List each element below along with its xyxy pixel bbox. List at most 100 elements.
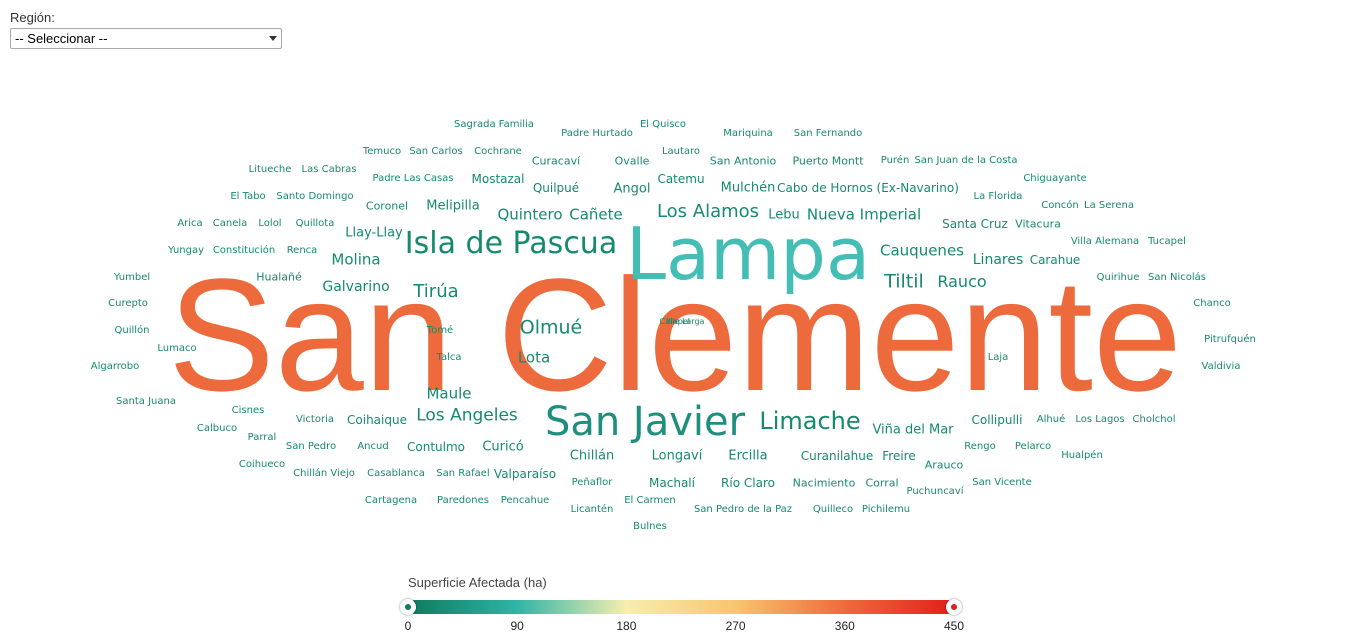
word-curacaví[interactable]: Curacaví (531, 154, 581, 168)
word-constitución[interactable]: Constitución (212, 245, 276, 256)
word-el-tabo[interactable]: El Tabo (230, 191, 266, 202)
word-melipilla[interactable]: Melipilla (426, 198, 480, 214)
word-parral[interactable]: Parral (247, 432, 277, 443)
word-el-carmen[interactable]: El Carmen (624, 495, 676, 506)
word-laja[interactable]: Laja (987, 352, 1009, 363)
legend-max-handle[interactable] (946, 599, 962, 615)
word-villa-alemana[interactable]: Villa Alemana (1070, 236, 1140, 247)
word-cabo-de-hornos-ex-navarino-[interactable]: Cabo de Hornos (Ex-Navarino) (777, 181, 959, 195)
word-maule[interactable]: Maule (426, 384, 472, 403)
word-quillota[interactable]: Quillota (295, 218, 335, 229)
word-renca[interactable]: Renca (286, 245, 318, 256)
word-talca[interactable]: Talca (436, 352, 462, 363)
word-los-lagos[interactable]: Los Lagos (1075, 414, 1125, 425)
word-santa-juana[interactable]: Santa Juana (116, 396, 176, 407)
word-rauco[interactable]: Rauco (937, 272, 987, 291)
word-contulmo[interactable]: Contulmo (406, 440, 466, 454)
word-chanco[interactable]: Chanco (1193, 298, 1231, 309)
word-lota[interactable]: Lota (517, 348, 551, 367)
word-tiltil[interactable]: Tiltil (884, 270, 924, 293)
word-san-pedro[interactable]: San Pedro (285, 441, 337, 452)
word-lumaco[interactable]: Lumaco (157, 343, 197, 354)
word-san-rafael[interactable]: San Rafael (436, 468, 490, 479)
word-carahue[interactable]: Carahue (1029, 253, 1081, 267)
word-pencahue[interactable]: Pencahue (500, 495, 550, 506)
word-san-juan-de-la-costa[interactable]: San Juan de la Costa (914, 155, 1018, 166)
word-hualañé[interactable]: Hualañé (256, 270, 302, 284)
word-santo-domingo[interactable]: Santo Domingo (276, 191, 354, 202)
word-san-carlos[interactable]: San Carlos (409, 146, 463, 157)
word-chillán-viejo[interactable]: Chillán Viejo (293, 468, 355, 479)
word-ovalle[interactable]: Ovalle (614, 154, 650, 168)
word-angol[interactable]: Angol (613, 181, 651, 197)
word-coihueco[interactable]: Coihueco (238, 459, 286, 470)
word-la-serena[interactable]: La Serena (1084, 200, 1134, 211)
word-corral[interactable]: Corral (865, 476, 899, 490)
word-pichilemu[interactable]: Pichilemu (861, 504, 911, 515)
word-quillón[interactable]: Quillón (114, 325, 150, 336)
word-canela[interactable]: Canela (212, 218, 248, 229)
word-tucapel[interactable]: Tucapel (1148, 236, 1186, 247)
word-los-angeles[interactable]: Los Angeles (416, 405, 518, 426)
word-san-clemente[interactable]: San Clemente (168, 245, 1182, 424)
word-calle-larga[interactable]: Calle Larga (659, 317, 705, 326)
word-alhué[interactable]: Alhué (1036, 414, 1066, 425)
word-santa-cruz[interactable]: Santa Cruz (942, 217, 1008, 231)
word-hualpén[interactable]: Hualpén (1061, 450, 1103, 461)
word-mulchén[interactable]: Mulchén (720, 180, 776, 196)
word-longaví[interactable]: Longaví (651, 448, 703, 464)
word-san-fernando[interactable]: San Fernando (793, 128, 863, 139)
word-quintero[interactable]: Quintero (497, 205, 563, 224)
word-san-javier[interactable]: San Javier (544, 399, 746, 445)
word-mariquina[interactable]: Mariquina (723, 128, 773, 139)
word-valparaíso[interactable]: Valparaíso (493, 467, 557, 481)
word-lolol[interactable]: Lolol (258, 218, 282, 229)
word-puerto-montt[interactable]: Puerto Montt (792, 154, 864, 168)
word-molina[interactable]: Molina (331, 250, 381, 269)
word-ercilla[interactable]: Ercilla (728, 448, 768, 464)
word-mostazal[interactable]: Mostazal (471, 172, 525, 186)
word-lautaro[interactable]: Lautaro (661, 146, 701, 157)
word-cholchol[interactable]: Cholchol (1132, 414, 1176, 425)
word-tirúa[interactable]: Tirúa (413, 281, 459, 302)
word-sagrada-familia[interactable]: Sagrada Familia (454, 119, 534, 130)
word-cañete[interactable]: Cañete (569, 205, 623, 224)
word-vitacura[interactable]: Vitacura (1015, 217, 1061, 231)
word-tomé[interactable]: Tomé (426, 325, 454, 336)
word-ancud[interactable]: Ancud (357, 441, 389, 452)
word-freire[interactable]: Freire (882, 449, 916, 463)
word-curicó[interactable]: Curicó (482, 439, 524, 455)
word-valdivia[interactable]: Valdivia (1201, 361, 1241, 372)
word-illapel[interactable]: Illapel (666, 317, 690, 326)
word-chillán[interactable]: Chillán (569, 448, 615, 464)
word-algarrobo[interactable]: Algarrobo (90, 361, 140, 372)
word-galvarino[interactable]: Galvarino (322, 279, 390, 295)
word-san-nicolás[interactable]: San Nicolás (1148, 272, 1206, 283)
word-san-vicente[interactable]: San Vicente (972, 477, 1032, 488)
word-arauco[interactable]: Arauco (924, 458, 964, 472)
word-isla-de-pascua[interactable]: Isla de Pascua (404, 226, 618, 261)
word-yungay[interactable]: Yungay (167, 245, 205, 256)
word-lebu[interactable]: Lebu (768, 207, 800, 223)
word-quilleco[interactable]: Quilleco (812, 504, 854, 515)
word-limache[interactable]: Limache (759, 407, 861, 435)
word-coihaique[interactable]: Coihaique (347, 413, 407, 427)
word-concón[interactable]: Concón (1041, 200, 1079, 211)
word-padre-las-casas[interactable]: Padre Las Casas (372, 173, 454, 184)
word-padre-hurtado[interactable]: Padre Hurtado (561, 128, 633, 139)
word-rengo[interactable]: Rengo (964, 441, 996, 452)
word-nacimiento[interactable]: Nacimiento (792, 476, 856, 490)
word-victoria[interactable]: Victoria (296, 414, 334, 425)
word-chiguayante[interactable]: Chiguayante (1023, 173, 1087, 184)
word-paredones[interactable]: Paredones (437, 495, 489, 506)
word-viña-del-mar[interactable]: Viña del Mar (872, 422, 954, 438)
word-arica[interactable]: Arica (177, 218, 203, 229)
word-collipulli[interactable]: Collipulli (971, 413, 1023, 427)
region-select[interactable]: -- Seleccionar -- (10, 28, 282, 49)
word-linares[interactable]: Linares (972, 252, 1024, 268)
word-la-florida[interactable]: La Florida (973, 191, 1023, 202)
word-cisnes[interactable]: Cisnes (231, 405, 265, 416)
word-cartagena[interactable]: Cartagena (364, 495, 418, 506)
word-san-pedro-de-la-paz[interactable]: San Pedro de la Paz (693, 504, 793, 515)
word-llay-llay[interactable]: Llay-Llay (345, 225, 403, 241)
